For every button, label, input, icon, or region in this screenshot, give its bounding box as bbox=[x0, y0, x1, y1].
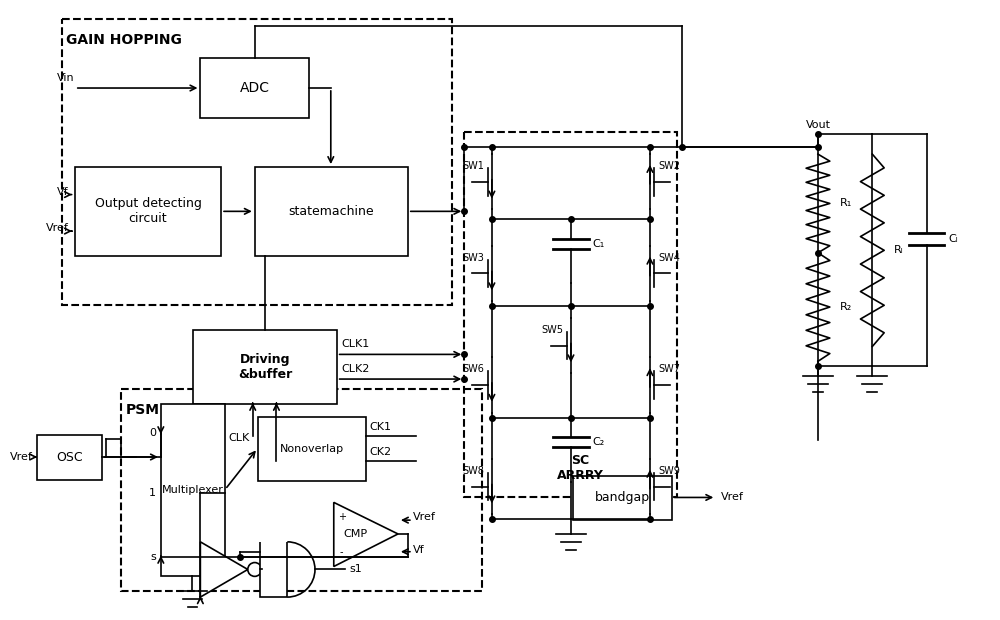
Text: CK2: CK2 bbox=[369, 447, 391, 457]
Text: 1: 1 bbox=[149, 487, 156, 497]
Bar bbox=[255, 167, 408, 255]
Bar bbox=[75, 167, 221, 255]
Text: Vf: Vf bbox=[413, 545, 424, 555]
Text: bandgap: bandgap bbox=[595, 492, 650, 505]
Text: SW8: SW8 bbox=[462, 466, 484, 476]
Polygon shape bbox=[334, 502, 398, 567]
Text: s1: s1 bbox=[350, 564, 362, 575]
Text: GAIN HOPPING: GAIN HOPPING bbox=[66, 33, 182, 46]
Bar bbox=[573, 476, 672, 520]
Text: 0: 0 bbox=[149, 428, 156, 438]
Text: SW5: SW5 bbox=[541, 325, 563, 335]
Text: Rₗ: Rₗ bbox=[894, 246, 904, 255]
Text: statemachine: statemachine bbox=[288, 205, 374, 218]
Text: SW9: SW9 bbox=[658, 466, 680, 476]
Text: CLK1: CLK1 bbox=[342, 340, 370, 350]
Text: SW1: SW1 bbox=[462, 161, 484, 171]
Text: Cₗ: Cₗ bbox=[948, 234, 958, 244]
Text: ADC: ADC bbox=[240, 81, 270, 95]
Text: C₁: C₁ bbox=[593, 239, 605, 249]
Text: OSC: OSC bbox=[56, 451, 83, 464]
Text: Vin: Vin bbox=[57, 73, 75, 83]
Text: Vout: Vout bbox=[805, 120, 830, 130]
Bar bbox=[62, 19, 452, 305]
Text: Multiplexer: Multiplexer bbox=[162, 485, 224, 495]
Text: Vref: Vref bbox=[413, 512, 436, 522]
Text: SW2: SW2 bbox=[658, 161, 680, 171]
Text: CLK2: CLK2 bbox=[342, 364, 370, 374]
Bar bbox=[464, 133, 677, 497]
Text: R₂: R₂ bbox=[840, 302, 852, 312]
Text: SW4: SW4 bbox=[658, 253, 680, 263]
Bar bbox=[193, 330, 337, 404]
Text: SW6: SW6 bbox=[462, 364, 484, 374]
Bar bbox=[161, 404, 225, 577]
Text: Output detecting
circuit: Output detecting circuit bbox=[95, 197, 201, 225]
Text: SW3: SW3 bbox=[462, 253, 484, 263]
Polygon shape bbox=[200, 542, 248, 597]
Text: s: s bbox=[150, 552, 156, 562]
Text: R₁: R₁ bbox=[840, 198, 852, 208]
Text: Nonoverlap: Nonoverlap bbox=[280, 444, 344, 454]
Text: SW7: SW7 bbox=[658, 364, 680, 374]
Text: +: + bbox=[338, 512, 346, 522]
Bar bbox=[37, 435, 102, 480]
Bar bbox=[258, 417, 366, 480]
Text: -: - bbox=[340, 547, 343, 557]
Text: Driving
&buffer: Driving &buffer bbox=[238, 353, 292, 381]
Bar bbox=[200, 58, 309, 118]
Text: PSM: PSM bbox=[125, 403, 159, 417]
Text: Vf: Vf bbox=[57, 187, 69, 197]
Text: SC
ARRRY: SC ARRRY bbox=[557, 454, 604, 482]
Polygon shape bbox=[260, 542, 287, 597]
Text: CK1: CK1 bbox=[369, 422, 391, 432]
Text: Vref: Vref bbox=[46, 223, 69, 233]
Text: Vref: Vref bbox=[721, 492, 744, 502]
Text: CMP: CMP bbox=[343, 529, 368, 539]
Text: Vref: Vref bbox=[9, 452, 32, 462]
Text: CLK: CLK bbox=[228, 433, 249, 443]
Bar bbox=[121, 389, 482, 591]
Text: C₂: C₂ bbox=[593, 437, 605, 447]
